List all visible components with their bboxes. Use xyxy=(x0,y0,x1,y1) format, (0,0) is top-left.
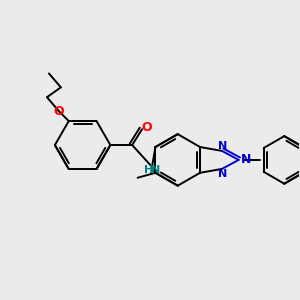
Text: O: O xyxy=(53,105,64,118)
Text: N: N xyxy=(240,153,251,167)
Text: N: N xyxy=(218,169,228,179)
Text: O: O xyxy=(142,121,152,134)
Text: H: H xyxy=(144,165,154,175)
Text: N: N xyxy=(151,165,160,175)
Text: N: N xyxy=(218,141,228,151)
